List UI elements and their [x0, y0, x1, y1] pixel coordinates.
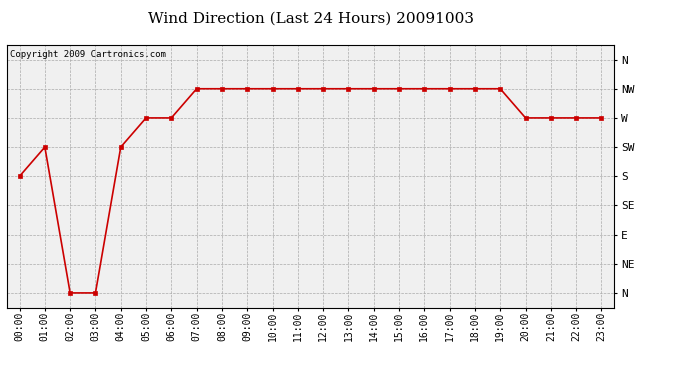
Text: Copyright 2009 Cartronics.com: Copyright 2009 Cartronics.com — [10, 50, 166, 59]
Text: Wind Direction (Last 24 Hours) 20091003: Wind Direction (Last 24 Hours) 20091003 — [148, 11, 473, 25]
